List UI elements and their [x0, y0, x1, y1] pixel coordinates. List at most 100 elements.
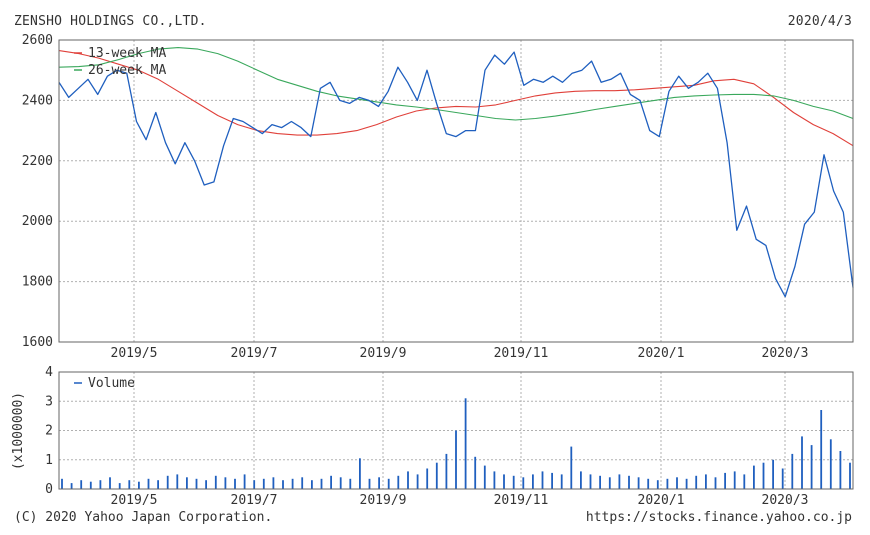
volume-bar: [849, 462, 851, 489]
volume-y-tick-label: 0: [45, 482, 53, 497]
chart-title: ZENSHO HOLDINGS CO.,LTD.: [14, 14, 207, 29]
volume-bar: [522, 477, 525, 489]
volume-bar: [464, 398, 467, 489]
price-x-tick-label: 2020/3: [762, 346, 809, 361]
volume-unit-label: (x1000000): [11, 392, 26, 470]
volume-bar: [455, 430, 457, 489]
volume-bar: [224, 477, 227, 489]
volume-bar: [301, 477, 304, 489]
volume-bar: [724, 472, 726, 489]
volume-bar: [618, 474, 621, 489]
legend-label: 26-week MA: [88, 63, 166, 78]
volume-bar: [772, 459, 774, 490]
price-x-tick-label: 2019/9: [360, 346, 407, 361]
volume-bar: [234, 478, 236, 489]
volume-x-tick-label: 2019/5: [111, 493, 158, 508]
volume-bar: [70, 483, 73, 489]
volume-bar: [580, 471, 582, 489]
volume-bar: [743, 474, 746, 489]
volume-bar: [560, 474, 563, 489]
volume-y-tick-label: 2: [45, 424, 53, 439]
price-y-tick-label: 1600: [22, 335, 53, 350]
volume-bar: [262, 478, 265, 489]
volume-y-tick-label: 3: [45, 394, 53, 409]
volume-bar: [676, 477, 678, 489]
volume-bar: [791, 453, 794, 489]
volume-bar: [339, 477, 342, 489]
price-y-tick-label: 2400: [22, 93, 53, 108]
volume-bar: [820, 410, 823, 489]
price-line: [58, 51, 854, 298]
volume-bar: [839, 451, 842, 489]
volume-bar: [99, 480, 102, 489]
volume-bar: [570, 446, 573, 489]
price-y-tick-label: 2000: [22, 214, 53, 229]
volume-bar: [330, 475, 332, 489]
volume-legend: Volume: [74, 376, 135, 391]
volume-bar: [89, 481, 92, 489]
volume-bar: [80, 480, 83, 489]
volume-bar: [147, 478, 150, 489]
volume-bar: [647, 478, 650, 489]
price-y-tick-label: 2200: [22, 154, 53, 169]
volume-bar: [781, 468, 784, 489]
volume-y-tick-label: 4: [45, 365, 53, 380]
volume-x-tick-label: 2019/7: [231, 493, 278, 508]
13-week-ma-line: [58, 50, 854, 147]
volume-bar: [435, 462, 438, 489]
volume-bars: [61, 398, 851, 490]
chart-date: 2020/4/3: [787, 14, 852, 29]
volume-x-tick-label: 2020/3: [762, 493, 809, 508]
volume-bar: [243, 474, 246, 489]
volume-bar: [608, 477, 611, 489]
volume-bar: [656, 480, 659, 489]
legend-label: 13-week MA: [88, 46, 166, 61]
volume-bar: [705, 474, 707, 489]
volume-bar: [512, 475, 515, 489]
price-x-tick-label: 2019/11: [494, 346, 549, 361]
price-x-tick-label: 2020/1: [638, 346, 685, 361]
source-link[interactable]: https://stocks.finance.yahoo.co.jp: [585, 510, 852, 525]
volume-bar: [532, 474, 534, 489]
volume-bar: [359, 458, 361, 489]
volume-bar: [551, 472, 553, 489]
volume-x-tick-label: 2019/9: [360, 493, 407, 508]
price-grid: [59, 39, 853, 343]
volume-y-tick-label: 1: [45, 453, 53, 468]
volume-bar: [589, 474, 592, 489]
volume-y-axis: 0 1 2 3 4: [45, 365, 53, 497]
volume-bar: [118, 483, 121, 489]
price-x-tick-label: 2019/5: [111, 346, 158, 361]
price-frame: [58, 39, 854, 343]
volume-bar: [214, 475, 217, 489]
volume-bar: [205, 480, 207, 489]
volume-x-axis: 2019/5 2019/7 2019/9 2019/11 2020/1 2020/3: [111, 493, 809, 508]
price-legend: 13-week MA 26-week MA: [74, 46, 166, 78]
price-y-axis: 1600 1800 2000 2200 2400 2600: [22, 33, 53, 350]
volume-bar: [397, 475, 400, 489]
volume-bar: [387, 478, 390, 489]
volume-bar: [829, 439, 832, 489]
volume-bar: [483, 465, 486, 489]
volume-bar: [176, 474, 179, 489]
volume-bar: [493, 471, 496, 489]
volume-bar: [695, 475, 698, 489]
volume-bar: [61, 478, 63, 489]
volume-bar: [474, 456, 477, 489]
volume-bar: [272, 477, 275, 489]
volume-bar: [637, 477, 640, 489]
volume-bar: [599, 475, 601, 489]
volume-bar: [378, 477, 380, 489]
volume-bar: [349, 478, 352, 489]
volume-bar: [541, 471, 544, 489]
price-y-tick-label: 1800: [22, 275, 53, 290]
volume-bar: [253, 480, 256, 489]
volume-bar: [628, 475, 630, 489]
price-x-axis: 2019/5 2019/7 2019/9 2019/11 2020/1 2020/3: [111, 346, 809, 361]
volume-bar: [195, 478, 198, 489]
volume-bar: [810, 445, 813, 489]
price-x-tick-label: 2019/7: [231, 346, 278, 361]
volume-bar: [186, 477, 188, 489]
volume-bar: [801, 436, 803, 489]
